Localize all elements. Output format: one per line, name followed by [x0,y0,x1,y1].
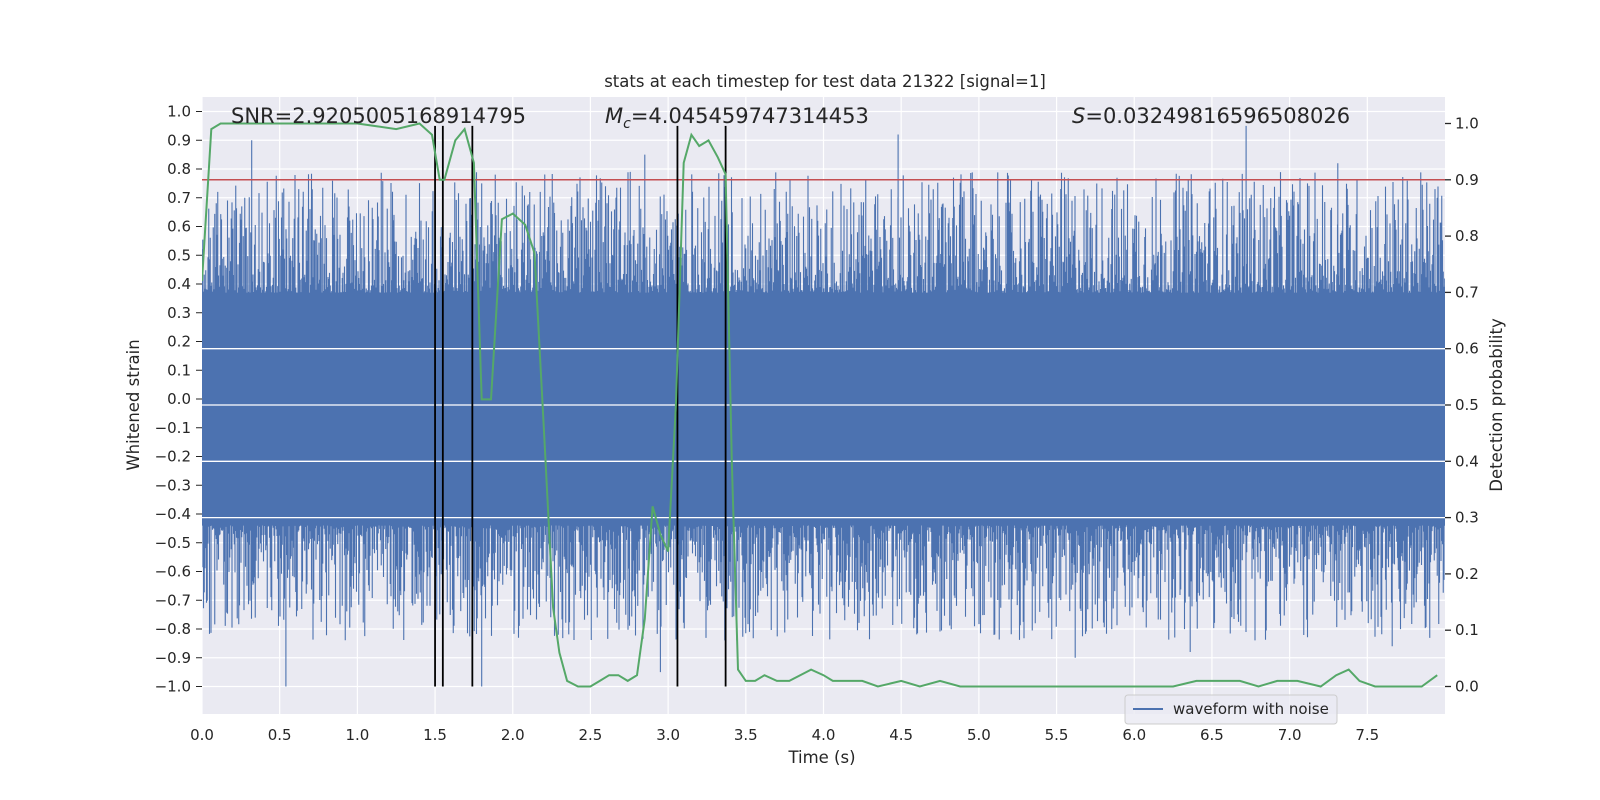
x-tick-label: 4.5 [889,726,913,744]
y-tick-label: −0.8 [155,620,191,638]
y-tick-label: 0.3 [167,304,191,322]
y-tick-label: 0.8 [167,160,191,178]
y-tick-label: −0.9 [155,649,191,667]
y2-tick-label: 0.4 [1455,452,1479,470]
x-tick-label: 2.5 [579,726,603,744]
x-tick-label: 3.0 [656,726,680,744]
chirp-mass-subscript: c [623,116,631,132]
y2-axis-label: Detection probability [1487,318,1506,492]
legend: waveform with noise [1124,694,1338,725]
y2-tick-label: 0.0 [1455,678,1479,696]
y-tick-label: 0.2 [167,333,191,351]
legend-label: waveform with noise [1173,700,1329,718]
x-tick-label: 0.5 [268,726,292,744]
waveform-trace [202,125,1445,687]
x-tick-label: 5.5 [1045,726,1069,744]
detection-probability-line [202,122,1438,688]
y-tick-label: 1.0 [167,103,191,121]
waveform-series [202,125,1445,687]
x-tick-label: 4.0 [812,726,836,744]
chirp-mass-annotation: Mc=4.045459747314453 [605,104,869,132]
x-tick-label: 1.0 [345,726,369,744]
x-tick-label: 7.0 [1278,726,1302,744]
y2-tick-label: 0.9 [1455,171,1479,189]
y-tick-label: 0.6 [167,218,191,236]
y-tick-label: −0.4 [155,505,191,523]
x-tick-label: 6.5 [1200,726,1224,744]
chart-title: stats at each timestep for test data 213… [604,72,1046,91]
y-tick-label: −0.1 [155,419,191,437]
y-tick-label: −0.5 [155,534,191,552]
y-tick-label: 0.4 [167,275,191,293]
y2-tick-label: 0.7 [1455,283,1479,301]
y2-tick-label: 1.0 [1455,115,1479,133]
chirp-mass-value: =4.045459747314453 [631,104,869,128]
legend-box [1124,694,1338,725]
y2-tick-label: 0.1 [1455,621,1479,639]
s-value: =0.03249816596508026 [1085,104,1350,128]
y2-tick-label: 0.2 [1455,565,1479,583]
snr-annotation: SNR=2.9205005168914795 [231,104,526,128]
x-tick-label: 7.5 [1355,726,1379,744]
y-tick-label: −0.2 [155,448,191,466]
y-tick-label: 0.9 [167,131,191,149]
x-tick-label: 1.5 [423,726,447,744]
x-tick-label: 3.5 [734,726,758,744]
y2-tick-label: 0.8 [1455,227,1479,245]
x-tick-label: 5.0 [967,726,991,744]
horizontal-band-lines [202,348,1445,519]
y2-tick-label: 0.3 [1455,509,1479,527]
y2-tick-label: 0.5 [1455,396,1479,414]
y-tick-label: 0.1 [167,361,191,379]
s-annotation: S=0.03249816596508026 [1072,104,1350,128]
y-axis-label: Whitened strain [124,339,143,470]
y-tick-label: −1.0 [155,678,191,696]
x-axis-label: Time (s) [787,748,855,767]
y-tick-label: 0.0 [167,390,191,408]
s-symbol: S [1072,104,1085,128]
y-tick-label: −0.3 [155,476,191,494]
y-tick-label: −0.6 [155,563,191,581]
chirp-mass-symbol: M [605,104,623,128]
y2-tick-label: 0.6 [1455,340,1479,358]
y-tick-label: 0.5 [167,246,191,264]
y-tick-label: −0.7 [155,591,191,609]
x-tick-label: 6.0 [1122,726,1146,744]
y-tick-label: 0.7 [167,189,191,207]
x-tick-label: 2.0 [501,726,525,744]
axes: 0.0 0.5 1.0 1.5 2.0 2.5 3.0 3.5 4.0 4.5 5.0 5.5 6.0 6… [155,103,1479,745]
x-tick-label: 0.0 [190,726,214,744]
